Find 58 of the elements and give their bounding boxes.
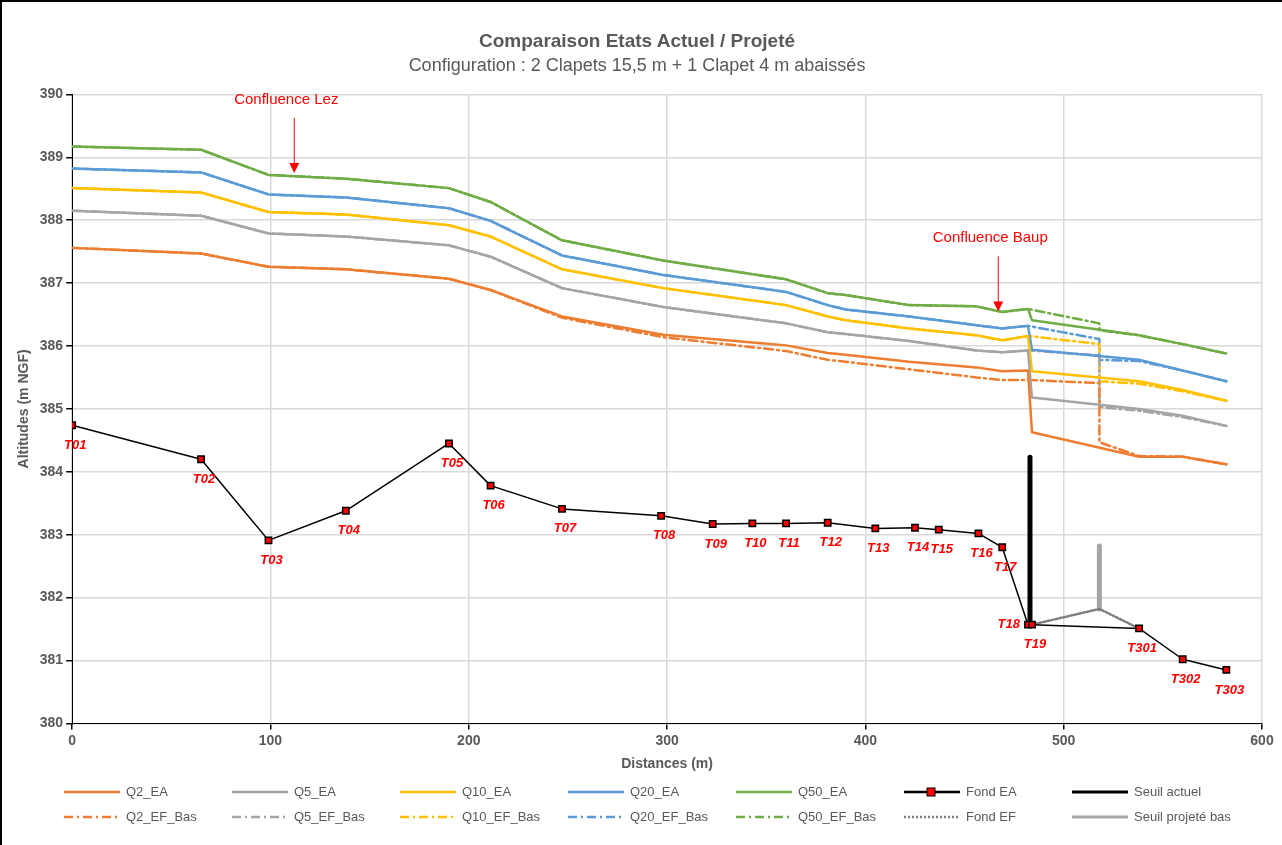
y-tick-label: 380 [39, 714, 64, 731]
y-tick-label: 382 [39, 588, 64, 605]
legend-label: Q5_EA [294, 784, 336, 799]
x-tick-label: 600 [1250, 731, 1274, 748]
y-tick-label: 390 [39, 85, 64, 102]
data-label: T16 [970, 545, 994, 561]
data-label: T04 [337, 522, 361, 538]
data-label: T19 [1023, 636, 1047, 652]
x-tick-label: 400 [853, 731, 878, 748]
y-tick-label: 384 [39, 462, 64, 479]
data-label: T10 [744, 534, 768, 550]
legend-label: Seuil projeté bas [1134, 809, 1231, 824]
legend-label: Q20_EF_Bas [630, 809, 709, 824]
data-label: T12 [819, 534, 843, 550]
data-label: T08 [652, 527, 677, 543]
legend-label: Seuil actuel [1134, 784, 1202, 799]
y-tick-label: 389 [39, 148, 64, 165]
x-tick-label: 300 [655, 731, 679, 748]
x-axis-title: Distances (m) [621, 755, 713, 772]
y-tick-label: 385 [39, 399, 64, 416]
data-label: T301 [1127, 640, 1157, 655]
legend-label: Q50_EF_Bas [798, 809, 877, 824]
x-tick-label: 0 [68, 731, 77, 748]
annotation: Confluence Baup [932, 228, 1048, 246]
x-tick-label: 200 [457, 731, 481, 748]
legend-label: Q10_EA [462, 784, 512, 799]
data-label: T302 [1170, 670, 1202, 686]
chart-title: Comparaison Etats Actuel / Projeté [478, 29, 796, 51]
x-tick-label: 500 [1052, 731, 1076, 748]
x-tick-label: 100 [258, 731, 283, 748]
legend-label: Q50_EA [798, 784, 848, 799]
data-label: T303 [1214, 681, 1245, 697]
legend-label: Q2_EF_Bas [126, 809, 197, 824]
y-axis-title: Altitudes (m NGF) [15, 349, 32, 469]
data-label: T02 [192, 470, 217, 486]
y-tick-label: 387 [39, 273, 64, 290]
legend-label: Q20_EA [630, 784, 680, 799]
data-label: T03 [260, 551, 284, 567]
data-label: T14 [906, 539, 930, 555]
data-label: T06 [482, 497, 506, 513]
legend-label: Fond EA [966, 784, 1017, 799]
y-tick-label: 388 [39, 211, 64, 228]
legend-label: Fond EF [966, 809, 1016, 824]
annotation: Confluence Lez [234, 89, 339, 107]
legend-label: Q5_EF_Bas [294, 809, 365, 824]
y-tick-label: 386 [39, 336, 64, 353]
legend-label: Q2_EA [126, 784, 168, 799]
y-tick-label: 383 [39, 525, 64, 542]
data-label: T05 [440, 455, 464, 471]
data-label: T13 [867, 539, 891, 555]
data-label: T11 [778, 534, 800, 550]
data-label: T18 [997, 616, 1021, 632]
data-label: T09 [704, 535, 728, 551]
data-label: T15 [930, 541, 954, 557]
legend-label: Q10_EF_Bas [462, 809, 541, 824]
y-tick-label: 381 [39, 651, 64, 668]
chart-subtitle: Configuration : 2 Clapets 15,5 m + 1 Clapet 4 m abaissés [408, 54, 866, 75]
data-label: T07 [553, 520, 577, 536]
